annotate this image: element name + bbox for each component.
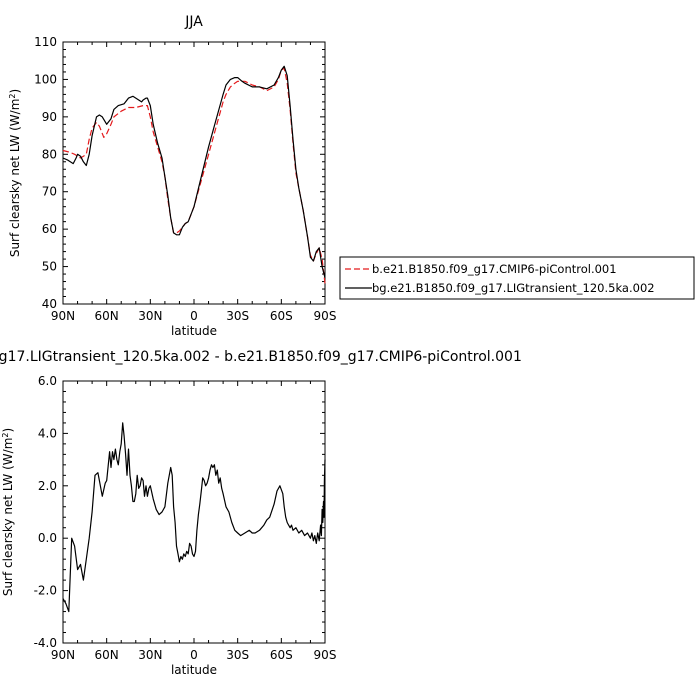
x-axis-label: latitude: [171, 324, 217, 338]
difference-plot: bg.e21.B1850.f09_g17.LIGtransient_120.5k…: [0, 349, 522, 677]
x-tick-label: 60S: [270, 648, 293, 662]
y-tick-label: 4.0: [38, 426, 57, 440]
x-tick-label: 90S: [314, 648, 337, 662]
plot-frame: [62, 380, 326, 644]
y-tick-label: 2.0: [38, 479, 57, 493]
x-tick-label: 60N: [95, 309, 119, 323]
top-plot: JJA 90N 60N 30N 0 30S 60S 90S 40 50 60 70 80 90 100 110…: [8, 14, 695, 338]
x-tick-label: 60N: [95, 648, 119, 662]
x-tick-label: 90N: [51, 309, 75, 323]
series-line-1: [62, 67, 326, 284]
x-tick-label: 90S: [314, 309, 337, 323]
y-tick-label: 100: [34, 72, 57, 86]
x-tick-label: 30N: [138, 648, 162, 662]
y-tick-label: 6.0: [38, 374, 57, 388]
y-tick-label: -4.0: [34, 636, 57, 650]
x-tick-label: 30S: [226, 648, 249, 662]
y-tick-label: 40: [42, 297, 57, 311]
y-axis-label: Surf clearsky net LW (W/m2): [1, 428, 16, 596]
x-tick-label: 30S: [226, 309, 249, 323]
y-tick-label: -2.0: [34, 584, 57, 598]
chart-title: bg.e21.B1850.f09_g17.LIGtransient_120.5k…: [0, 349, 522, 365]
y-tick-label: 70: [42, 185, 57, 199]
x-axis-label: latitude: [171, 663, 217, 677]
legend-label-2: bg.e21.B1850.f09_g17.LIGtransient_120.5k…: [372, 281, 655, 295]
y-tick-label: 60: [42, 222, 57, 236]
y-tick-label: 50: [42, 260, 57, 274]
x-tick-label: 0: [190, 309, 198, 323]
y-tick-label: 80: [42, 147, 57, 161]
chart-title: JJA: [184, 14, 203, 30]
x-tick-label: 90N: [51, 648, 75, 662]
legend: b.e21.B1850.f09_g17.CMIP6-piControl.001b…: [339, 256, 695, 300]
y-tick-label: 110: [34, 35, 57, 49]
y-tick-label: 0.0: [38, 531, 57, 545]
series-line-2: [62, 65, 326, 278]
legend-box: [339, 256, 695, 300]
legend-label-1: b.e21.B1850.f09_g17.CMIP6-piControl.001: [372, 262, 617, 276]
y-tick-label: 90: [42, 110, 57, 124]
y-axis-label: Surf clearsky net LW (W/m2): [8, 89, 23, 257]
x-tick-label: 0: [190, 648, 198, 662]
plot-frame: [62, 41, 326, 305]
x-tick-label: 30N: [138, 309, 162, 323]
x-tick-label: 60S: [270, 309, 293, 323]
series-line-1: [62, 422, 326, 613]
